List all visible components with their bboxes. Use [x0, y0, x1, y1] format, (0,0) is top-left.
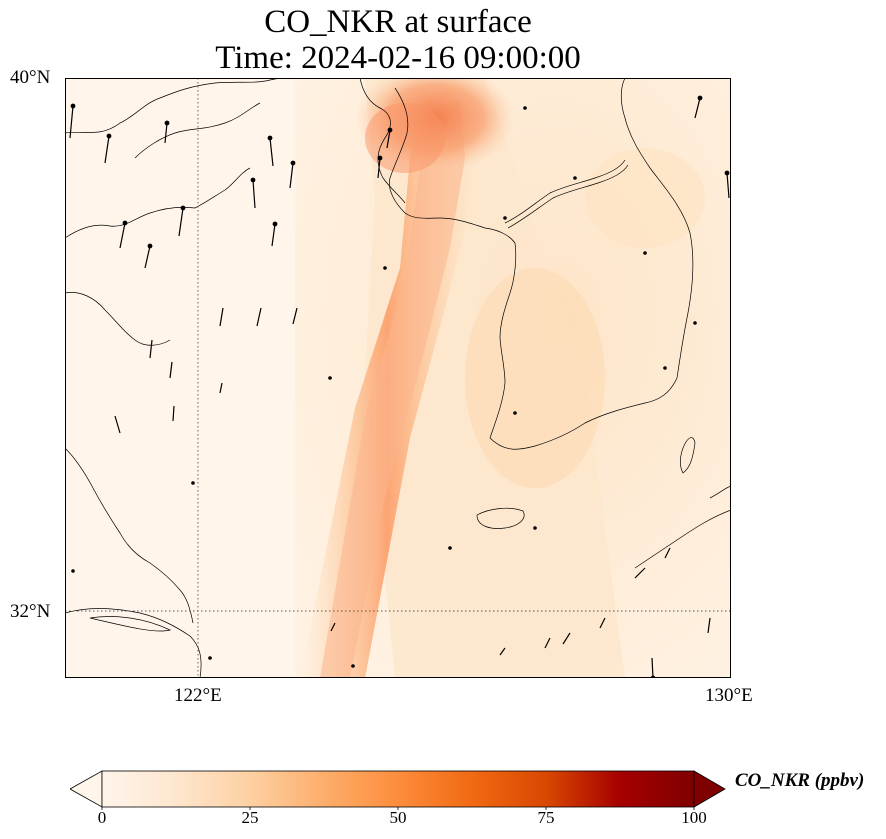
- wind-dot: [351, 664, 355, 668]
- wind-arrow: [219, 382, 223, 394]
- lat-label-32n: 32°N: [10, 601, 51, 622]
- wind-arrow: [69, 105, 74, 139]
- wind-arrowhead: [164, 120, 170, 126]
- lon-label-130e: 130°E: [705, 685, 753, 706]
- wind-dot: [533, 526, 537, 530]
- wind-arrow: [164, 122, 168, 144]
- title-line-2: Time: 2024-02-16 09:00:00: [215, 40, 581, 76]
- wind-dot: [643, 251, 647, 255]
- gridlines: [65, 78, 731, 678]
- wind-arrow: [252, 179, 256, 209]
- wind-arrowhead: [250, 177, 256, 183]
- colorbar-tick-label-0: 0: [97, 808, 107, 827]
- wind-dot: [71, 569, 75, 573]
- wind-dot: [523, 106, 527, 110]
- wind-arrowhead: [70, 103, 76, 109]
- wind-arrow: [269, 137, 274, 167]
- wind-arrow: [178, 207, 184, 237]
- coastline-shandong-south: [65, 167, 251, 239]
- wind-dot: [503, 216, 507, 220]
- wind-arrow: [599, 617, 606, 629]
- wind-arrow: [499, 647, 506, 656]
- wind-arrowhead: [267, 135, 273, 141]
- colorbar-tick-label-25: 25: [241, 808, 259, 827]
- coastline-dmz-border-2: [507, 164, 629, 229]
- coastline-yangtze-island: [89, 616, 172, 632]
- colorbar-extend-max: [693, 770, 726, 808]
- wind-arrow: [271, 223, 276, 247]
- wind-arrow: [694, 97, 701, 119]
- coastline-liaodong: [134, 102, 261, 159]
- coastline-yangtze-mouth: [65, 608, 202, 678]
- wind-arrowhead: [106, 133, 112, 139]
- title-line-1: CO_NKR at surface: [264, 4, 532, 40]
- coastline-north-korea-west: [359, 78, 406, 204]
- wind-vectors: [69, 95, 730, 678]
- wind-arrowhead: [377, 155, 383, 161]
- wind-arrow: [144, 245, 151, 269]
- wind-arrow: [169, 361, 173, 379]
- wind-arrow: [651, 657, 654, 678]
- map-panel: [65, 78, 731, 678]
- wind-arrow: [707, 617, 711, 634]
- colorbar-gradient: [101, 770, 695, 808]
- wind-arrowhead: [697, 95, 703, 101]
- wind-arrowhead: [147, 243, 153, 249]
- wind-arrow: [544, 637, 551, 649]
- concentration-field: [65, 78, 731, 678]
- wind-arrowhead: [724, 170, 730, 176]
- wind-dot: [663, 366, 667, 370]
- wind-dot: [448, 546, 452, 550]
- colorbar-tick-label-100: 100: [681, 808, 707, 827]
- coastline-korea-west: [389, 87, 517, 439]
- wind-arrow: [149, 339, 153, 359]
- map-border: [65, 78, 731, 678]
- wind-arrow: [172, 405, 175, 422]
- lat-label-40n: 40°N: [10, 67, 51, 88]
- wind-arrowhead: [387, 127, 393, 133]
- wind-dot: [208, 656, 212, 660]
- coastline-korea-east: [620, 78, 694, 379]
- coastline-korea-south: [489, 377, 678, 450]
- wind-arrow: [289, 162, 294, 189]
- wind-dot: [513, 411, 517, 415]
- wind-arrowhead: [122, 220, 128, 226]
- coastline-tsushima: [680, 437, 696, 474]
- coastline-jiangsu-south: [65, 447, 194, 624]
- wind-arrow: [664, 547, 671, 559]
- colorbar: [70, 770, 726, 810]
- wind-arrowhead: [290, 160, 296, 166]
- colorbar-title: CO_NKR (ppbv): [735, 770, 865, 791]
- wind-arrow: [256, 307, 262, 327]
- wind-arrow: [114, 415, 121, 434]
- wind-arrow: [330, 622, 336, 632]
- colorbar-tick-label-50: 50: [389, 808, 407, 827]
- wind-dot: [693, 321, 697, 325]
- wind-arrow: [386, 129, 391, 149]
- coastline-dmz-border: [504, 159, 626, 224]
- wind-dot: [328, 376, 332, 380]
- wind-arrow: [634, 567, 646, 579]
- coastline-shandong-north: [65, 78, 281, 134]
- coastlines: [65, 78, 731, 678]
- colorbar-extend-min: [70, 770, 103, 808]
- wind-arrow: [377, 157, 381, 179]
- wind-arrowhead: [272, 221, 278, 227]
- coastline-jiangsu: [65, 292, 171, 346]
- wind-arrow: [292, 307, 298, 325]
- wind-arrow: [119, 222, 126, 249]
- wind-arrow: [726, 172, 730, 199]
- wind-arrow: [104, 135, 110, 164]
- coastline-japan-kyushu: [634, 509, 731, 569]
- coastline-jeju: [476, 507, 525, 529]
- wind-arrow: [562, 632, 571, 645]
- wind-dot: [383, 266, 387, 270]
- wind-arrow: [219, 307, 224, 327]
- wind-dot: [573, 176, 577, 180]
- wind-arrowhead: [180, 205, 186, 211]
- lon-label-122e: 122°E: [174, 685, 222, 706]
- coastline-japan-honshu: [709, 485, 731, 499]
- wind-dot: [191, 481, 195, 485]
- colorbar-tick-label-75: 75: [537, 808, 555, 827]
